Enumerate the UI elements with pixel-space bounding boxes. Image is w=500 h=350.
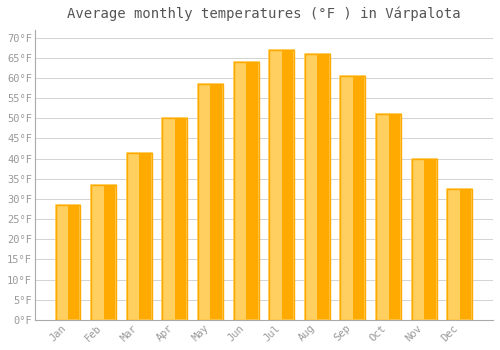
Bar [305, 54, 318, 320]
Bar [162, 118, 188, 320]
Bar [198, 84, 223, 320]
Bar [91, 185, 116, 320]
Bar [412, 159, 436, 320]
Bar [127, 153, 139, 320]
Bar [340, 76, 365, 320]
Bar [234, 62, 246, 320]
Bar [162, 118, 175, 320]
Bar [127, 153, 152, 320]
Bar [340, 76, 365, 320]
Bar [234, 62, 258, 320]
Bar [56, 205, 80, 320]
Bar [91, 185, 116, 320]
Bar [448, 189, 460, 320]
Bar [56, 205, 80, 320]
Bar [305, 54, 330, 320]
Bar [412, 159, 424, 320]
Title: Average monthly temperatures (°F ) in Várpalota: Average monthly temperatures (°F ) in Vá… [67, 7, 460, 21]
Bar [269, 50, 294, 320]
Bar [127, 153, 152, 320]
Bar [198, 84, 223, 320]
Bar [269, 50, 281, 320]
Bar [162, 118, 188, 320]
Bar [305, 54, 330, 320]
Bar [91, 185, 104, 320]
Bar [269, 50, 294, 320]
Bar [340, 76, 353, 320]
Bar [412, 159, 436, 320]
Bar [376, 114, 401, 320]
Bar [234, 62, 258, 320]
Bar [448, 189, 472, 320]
Bar [56, 205, 68, 320]
Bar [448, 189, 472, 320]
Bar [376, 114, 401, 320]
Bar [376, 114, 388, 320]
Bar [198, 84, 210, 320]
